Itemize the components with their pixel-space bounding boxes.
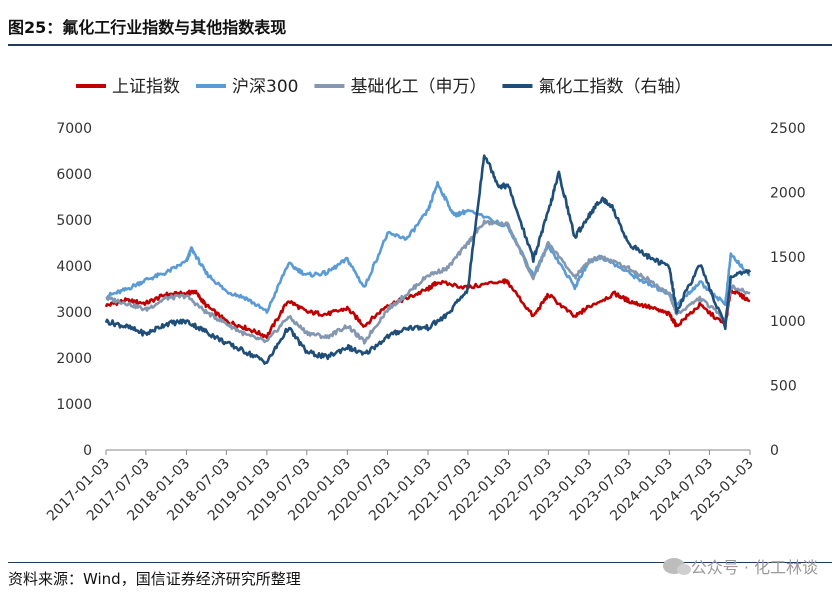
figure-title: 图25：氟化工行业指数与其他指数表现 [8,18,287,37]
line-chart: 上证指数 沪深300 基础化工（申万） 氟化工指数（右轴） 0 1000 2000 3000… [44,77,806,524]
legend: 上证指数 沪深300 基础化工（申万） 氟化工指数（右轴） [76,77,691,97]
source-note: 资料来源：Wind，国信证券经济研究所整理 [8,570,301,588]
y-left-tick-label: 3000 [56,305,92,321]
series-line-0 [104,278,751,340]
y-left-tick-label: 6000 [56,167,92,183]
y-left-tick-label: 4000 [56,259,92,275]
y-right-tick-label: 1000 [770,314,806,330]
y-right-tick-label: 2500 [770,121,806,137]
title-rule [8,44,832,46]
source-rule [8,562,832,563]
y-left-tick-label: 7000 [56,121,92,137]
axes: 0 1000 2000 3000 4000 5000 6000 7000 0 500 1000 150… [44,121,806,524]
series-line-1 [105,180,751,314]
y-right-tick-label: 2000 [770,185,806,201]
legend-label-1: 沪深300 [232,77,298,97]
series-line-3 [104,154,752,365]
y-right-tick-label: 0 [770,443,779,459]
y-left-tick-label: 1000 [56,397,92,413]
series-line-2 [105,219,751,345]
wechat-icon [662,558,691,575]
watermark: 公众号 · 化工林谈 [662,554,818,578]
legend-label-3: 氟化工指数（右轴） [538,77,691,97]
watermark-text: 公众号 · 化工林谈 [690,558,818,577]
y-left-tick-label: 2000 [56,351,92,367]
legend-label-2: 基础化工（申万） [350,77,486,97]
y-right-tick-label: 500 [770,379,797,395]
y-left-tick-label: 0 [83,443,92,459]
legend-label-0: 上证指数 [112,77,180,97]
series-group [104,154,752,365]
y-left-tick-label: 5000 [56,213,92,229]
y-right-tick-label: 1500 [770,250,806,266]
